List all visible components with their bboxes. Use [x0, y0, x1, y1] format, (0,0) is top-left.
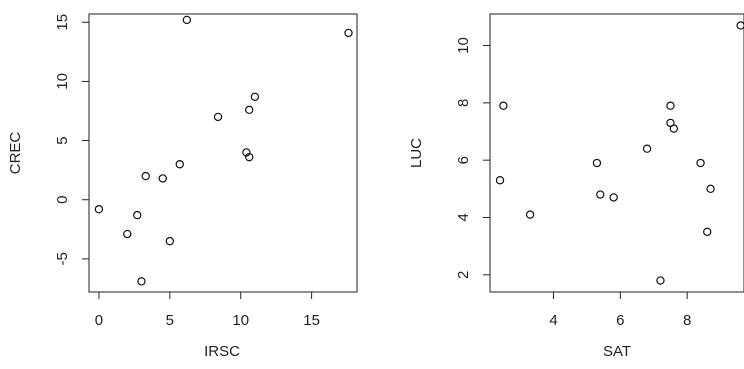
x-tick-label: 6 — [616, 312, 624, 329]
data-point — [94, 204, 104, 214]
y-tick-label: 2 — [455, 271, 472, 279]
data-point — [656, 276, 665, 285]
x-axis-title: IRSC — [204, 343, 240, 360]
data-point — [609, 193, 618, 202]
data-point — [123, 229, 132, 239]
scatter-panel-irsc-crec: 0 5 10 15 -5 0 5 10 15 IRSC CREC — [7, 13, 358, 360]
data-point — [182, 15, 192, 25]
y-tick-label: -5 — [54, 252, 71, 265]
y-tick-label: 5 — [54, 136, 71, 144]
data-point — [245, 152, 254, 162]
x-tick-label: 10 — [232, 312, 249, 329]
x-tick-label: 5 — [166, 312, 174, 329]
data-point — [242, 148, 251, 157]
y-tick-label: 6 — [455, 156, 472, 164]
y-tick-label: 0 — [54, 196, 71, 204]
y-tick-label: 15 — [54, 14, 71, 31]
data-point — [344, 28, 353, 38]
y-axis-title: LUC — [408, 138, 425, 168]
data-point — [133, 210, 142, 220]
data-point — [245, 105, 254, 115]
data-point — [706, 184, 715, 194]
y-axis-title: CREC — [7, 132, 24, 175]
data-point — [499, 101, 508, 110]
y-tick-label: 4 — [455, 213, 472, 221]
plot-frame — [88, 13, 358, 293]
data-point — [525, 210, 535, 219]
data-point — [141, 171, 150, 181]
x-tick-label: 0 — [95, 312, 103, 329]
data-point — [213, 112, 223, 122]
data-point — [175, 160, 184, 169]
y-tick-label: 10 — [54, 73, 71, 90]
data-point — [495, 176, 505, 185]
data-point — [250, 92, 260, 102]
plot-frame — [489, 13, 744, 293]
x-tick-label: 4 — [549, 312, 557, 329]
y-tick-label: 8 — [455, 99, 472, 107]
data-point — [642, 144, 652, 153]
data-point — [669, 124, 679, 133]
scatter-panel-sat-luc: 4 6 8 2 4 6 8 10 SAT LUC — [408, 13, 744, 360]
x-axis-title: SAT — [603, 343, 631, 360]
data-point — [158, 174, 167, 183]
data-point — [137, 277, 146, 286]
data-point — [592, 158, 602, 168]
data-point — [165, 236, 175, 246]
data-point — [696, 158, 705, 168]
x-tick-label: 15 — [303, 312, 320, 329]
x-tick-label: 8 — [683, 312, 691, 329]
data-point — [596, 190, 605, 199]
y-tick-label: 10 — [455, 37, 472, 54]
data-point — [666, 101, 675, 110]
data-point — [736, 21, 744, 30]
data-point — [703, 227, 712, 237]
